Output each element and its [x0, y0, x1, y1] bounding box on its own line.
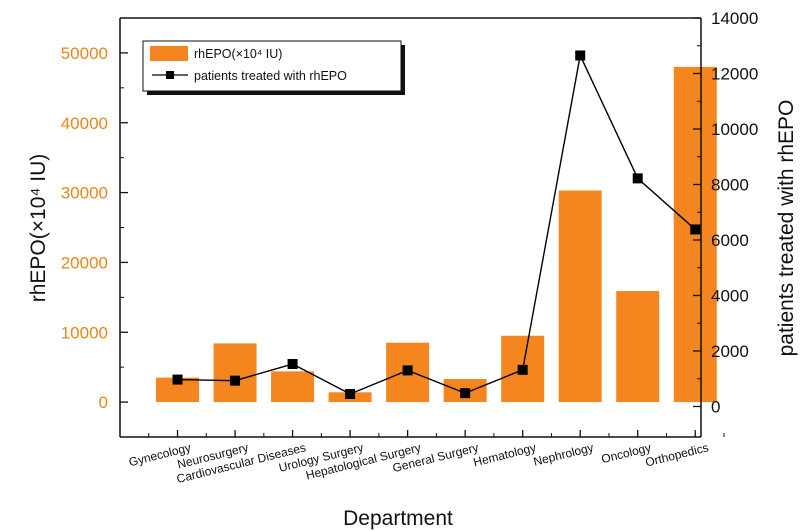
- line-layer: [172, 50, 701, 399]
- line-marker-general-surgery: [460, 388, 471, 399]
- x-tick-label: Nephrology: [532, 440, 595, 468]
- x-axis-title: Department: [343, 507, 453, 530]
- y-right-tick-label: 0: [711, 397, 720, 416]
- y-left-tick-label: 40000: [61, 114, 108, 133]
- line-marker-cardiovascular-diseases: [287, 359, 298, 370]
- legend-label-line: patients treated with rhEPO: [194, 69, 347, 83]
- line-marker-orthopedics: [690, 224, 701, 235]
- y-left-tick-label: 0: [99, 393, 108, 412]
- line-marker-urology-surgery: [345, 388, 356, 399]
- line-marker-hematology: [517, 364, 528, 375]
- legend: rhEPO(×10⁴ IU) patients treated with rhE…: [142, 40, 405, 95]
- bar-neurosurgery: [213, 343, 257, 403]
- y-right-tick-label: 2000: [711, 342, 749, 361]
- legend-label-bar: rhEPO(×10⁴ IU): [194, 47, 282, 61]
- bars-layer: [156, 66, 717, 403]
- bar-nephrology: [558, 190, 602, 403]
- line-marker-oncology: [632, 173, 643, 184]
- line-marker-nephrology: [575, 50, 586, 61]
- y-right-tick-label: 10000: [711, 120, 758, 139]
- y-right-tick-label: 14000: [711, 9, 758, 28]
- y-right-tick-label: 8000: [711, 175, 749, 194]
- bar-cardiovascular-diseases: [271, 371, 315, 403]
- bar-orthopedics: [673, 66, 717, 403]
- y-left-tick-label: 30000: [61, 184, 108, 203]
- legend-swatch-bar: [150, 46, 188, 61]
- patients-line: [177, 53, 696, 395]
- line-marker-hepatological-surgery: [402, 365, 413, 376]
- y-left-tick-label: 20000: [61, 253, 108, 272]
- bar-oncology: [616, 291, 660, 403]
- line-marker-gynecology: [172, 374, 183, 385]
- y-right-tick-label: 6000: [711, 231, 749, 250]
- y-left-tick-label: 10000: [61, 323, 108, 342]
- x-tick-label: Orthopedics: [644, 440, 710, 469]
- y-left-tick-label: 50000: [61, 44, 108, 63]
- y-right-tick-label: 12000: [711, 64, 758, 83]
- line-marker-neurosurgery: [230, 375, 241, 386]
- y-axis-left-title: rhEPO(×10⁴ IU): [27, 154, 50, 303]
- y-axis-right-title: patients treated with rhEPO: [775, 100, 798, 357]
- y-right-tick-label: 4000: [711, 286, 749, 305]
- legend-swatch-marker: [166, 71, 174, 79]
- x-tick-label: Hematology: [472, 440, 538, 469]
